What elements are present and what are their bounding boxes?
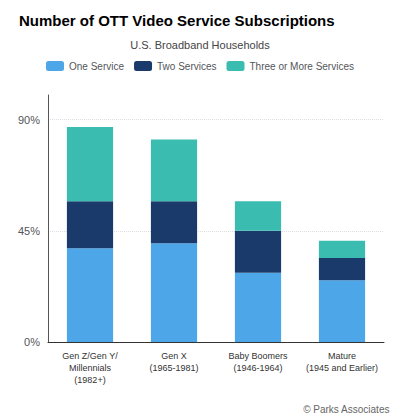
svg-text:Millennials: Millennials	[69, 363, 112, 373]
svg-text:Three or More Services: Three or More Services	[250, 61, 354, 72]
svg-text:Two Services: Two Services	[157, 61, 216, 72]
svg-text:Number of OTT Video Service Su: Number of OTT Video Service Subscription…	[19, 12, 335, 29]
svg-text:U.S. Broadband Households: U.S. Broadband Households	[130, 39, 270, 51]
svg-text:90%: 90%	[18, 114, 40, 126]
svg-text:45%: 45%	[18, 225, 40, 237]
svg-text:(1945 and Earlier): (1945 and Earlier)	[306, 363, 378, 373]
svg-text:Gen Z/Gen Y/: Gen Z/Gen Y/	[62, 351, 118, 361]
svg-text:(1946-1964): (1946-1964)	[233, 363, 282, 373]
svg-text:0%: 0%	[24, 336, 40, 348]
svg-text:Mature: Mature	[328, 351, 356, 361]
svg-text:One Service: One Service	[69, 61, 124, 72]
svg-text:© Parks Associates: © Parks Associates	[303, 404, 389, 415]
svg-text:(1982+): (1982+)	[74, 375, 105, 385]
svg-text:(1965-1981): (1965-1981)	[149, 363, 198, 373]
svg-text:Baby Boomers: Baby Boomers	[228, 351, 288, 361]
svg-text:Gen X: Gen X	[161, 351, 187, 361]
